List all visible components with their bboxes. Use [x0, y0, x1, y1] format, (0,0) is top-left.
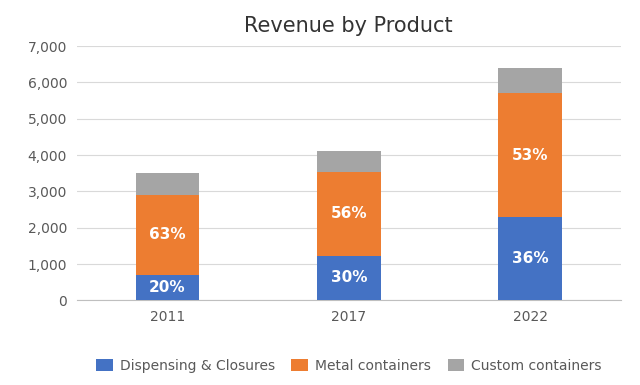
Text: 20%: 20% [149, 280, 186, 295]
Bar [499, 68, 562, 94]
Bar [136, 275, 199, 300]
Text: 53%: 53% [512, 147, 548, 162]
Bar [317, 172, 381, 256]
Text: 36%: 36% [512, 251, 548, 266]
Bar [499, 217, 562, 300]
Text: 30%: 30% [330, 271, 367, 285]
Text: 56%: 56% [330, 206, 367, 221]
Title: Revenue by Product: Revenue by Product [244, 16, 453, 36]
Bar [499, 94, 562, 217]
Bar [136, 195, 199, 275]
Bar [317, 151, 381, 172]
Bar [136, 173, 199, 195]
Bar [317, 256, 381, 300]
Text: 63%: 63% [149, 228, 186, 243]
Legend: Dispensing & Closures, Metal containers, Custom containers: Dispensing & Closures, Metal containers,… [90, 353, 607, 378]
